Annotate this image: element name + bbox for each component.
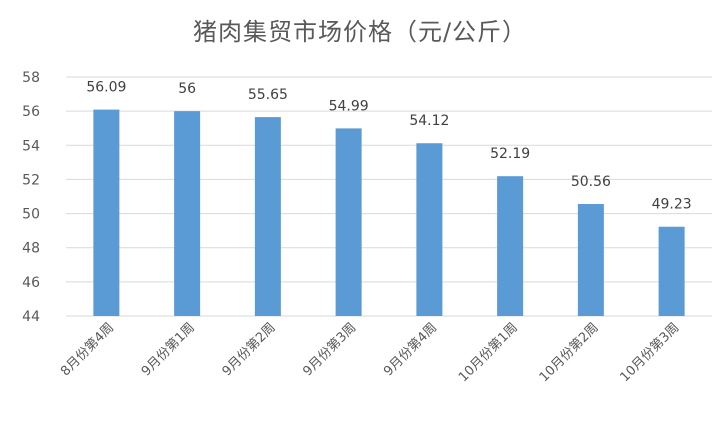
y-tick-label: 58 [22,70,40,86]
bar [335,128,362,316]
data-label: 50.56 [571,174,611,190]
bar [93,109,120,316]
y-tick-label: 54 [22,138,40,154]
data-label: 49.23 [652,197,692,213]
data-label: 54.99 [329,98,369,114]
bar [577,204,604,316]
data-labels: 56.09 56 55.65 54.99 54.12 52.19 50.56 49.23 [86,80,691,213]
y-axis-ticks: 44 46 48 50 52 54 56 58 [22,70,40,325]
data-label: 56.09 [86,80,126,96]
x-category-label: 9月份第3周 [300,320,359,379]
data-label: 54.12 [409,113,449,129]
y-tick-label: 56 [22,104,40,120]
x-category-label: 9月份第2周 [220,320,279,379]
y-tick-label: 52 [22,172,40,188]
x-category-label: 10月份第2周 [537,320,602,385]
gridlines [66,76,712,317]
bars [93,109,685,317]
bar [174,111,201,317]
data-label: 56 [178,81,196,97]
y-tick-label: 44 [22,309,40,325]
x-category-label: 10月份第3周 [618,320,683,385]
y-tick-label: 50 [22,207,40,223]
bar [254,117,281,316]
x-axis-categories: 8月份第4周 9月份第1周 9月份第2周 9月份第3周 9月份第4周 10月份第1周 10月… [58,320,682,385]
data-label: 55.65 [248,87,288,103]
x-category-label: 8月份第4周 [58,320,117,379]
y-tick-label: 46 [22,275,40,291]
bar [658,226,685,316]
bar [416,143,443,316]
y-tick-label: 48 [22,241,40,257]
data-label: 52.19 [490,146,530,162]
chart-title: 猪肉集贸市场价格（元/公斤） [192,18,528,46]
x-category-label: 9月份第4周 [381,320,440,379]
x-category-label: 9月份第1周 [139,320,198,379]
bar [497,176,524,316]
x-category-label: 10月份第1周 [456,320,521,385]
